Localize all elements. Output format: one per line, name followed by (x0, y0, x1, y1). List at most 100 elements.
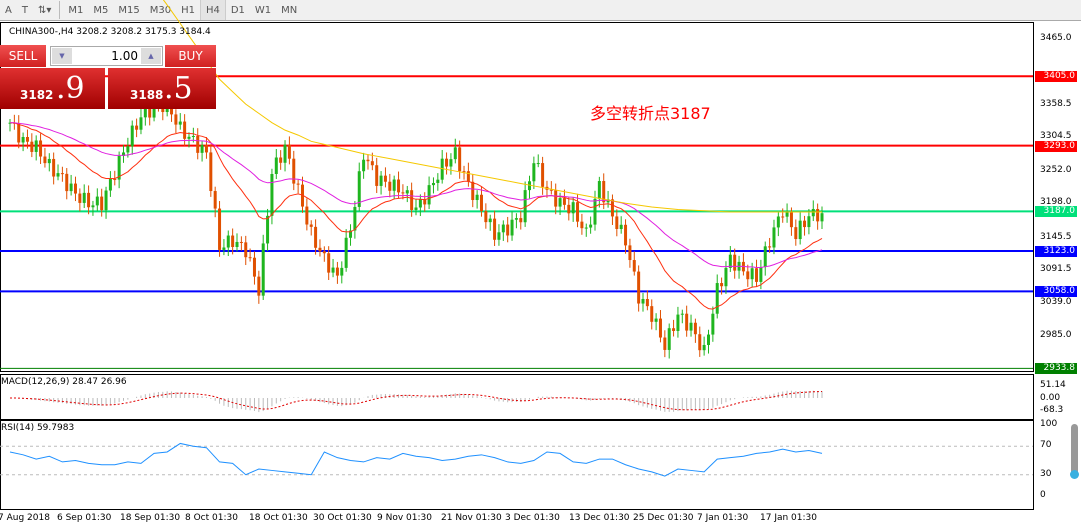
toolbar-item-m30[interactable]: M30 (149, 4, 172, 16)
rsi-panel[interactable] (0, 420, 1034, 510)
sell-button[interactable]: SELL (0, 45, 46, 67)
candle-body (73, 183, 77, 194)
sell-price[interactable]: 3182.9 (0, 68, 105, 109)
objects-menu-icon[interactable]: ⇅▾ (37, 4, 52, 16)
candle-body (414, 207, 418, 210)
candle-body (174, 114, 178, 125)
candle-body (628, 245, 632, 261)
time-tick: 18 Sep 01:30 (120, 513, 181, 523)
candle-body (357, 171, 361, 207)
candle-body (200, 144, 204, 153)
candle-body (191, 136, 195, 138)
candle-body (698, 334, 702, 351)
candle-body (349, 230, 353, 238)
candle-body (816, 208, 820, 222)
candle-body (340, 267, 344, 276)
candle-body (331, 267, 335, 273)
candle-body (353, 206, 357, 231)
price-tick: 3039.0 (1040, 297, 1072, 307)
level-tag: 3293.0 (1035, 140, 1077, 152)
candle-body (458, 147, 462, 172)
candle-body (126, 146, 130, 153)
candle-body (658, 318, 662, 338)
buy-price-pips: .5 (164, 71, 193, 106)
time-tick: 18 Oct 01:30 (249, 513, 308, 523)
candle-body (283, 144, 287, 163)
candle-body (65, 173, 69, 192)
time-tick: 7 Jan 01:30 (697, 513, 749, 523)
rsi-tick: 30 (1040, 468, 1052, 479)
toolbar-item-mn[interactable]: MN (281, 4, 298, 16)
candle-body (528, 181, 532, 191)
candle-body (248, 257, 252, 259)
candle-body (593, 198, 597, 225)
time-tick: 7 Aug 2018 (0, 513, 50, 523)
candle-body (122, 152, 126, 156)
candle-body (47, 158, 51, 164)
sell-price-pips: .9 (56, 71, 85, 106)
candle-body (218, 208, 222, 250)
candle-body (453, 147, 457, 160)
candle-body (558, 198, 562, 207)
candle-body (410, 190, 414, 210)
candle-body (576, 202, 580, 222)
buy-price[interactable]: 3188.5 (108, 68, 216, 109)
candle-body (501, 224, 505, 233)
candle-body (25, 136, 29, 142)
candle-body (466, 171, 470, 182)
toolbar-item-d1[interactable]: D1 (230, 4, 245, 16)
candle-body (383, 175, 387, 182)
lot-up-icon[interactable]: ▲ (141, 48, 161, 64)
ma-slow-line (166, 4, 822, 213)
candle-body (493, 218, 497, 240)
price-tick: 3145.5 (1040, 232, 1072, 242)
candle-body (418, 199, 422, 208)
candle-body (95, 196, 99, 206)
annotation-text: 多空转折点3187 (590, 104, 711, 123)
price-tick: 2985.0 (1040, 330, 1072, 340)
scrollbar-thumb[interactable] (1070, 424, 1079, 479)
candle-body (279, 157, 283, 163)
candle-body (680, 313, 684, 315)
candle-body (34, 140, 38, 152)
toolbar-item-t[interactable]: T (21, 4, 28, 16)
buy-button[interactable]: BUY (165, 45, 216, 67)
rsi-tick: 100 (1040, 419, 1058, 429)
rsi-label: RSI(14) 59.7983 (1, 423, 75, 433)
candle-body (117, 155, 121, 180)
candle-body (807, 216, 811, 228)
candle-body (309, 224, 313, 227)
candle-body (287, 144, 291, 159)
candle-body (750, 268, 754, 280)
macd-label: MACD(12,26,9) 28.47 26.96 (1, 377, 127, 387)
candle-body (484, 211, 488, 223)
toolbar-item-h4[interactable]: H4 (199, 0, 226, 20)
candle-body (178, 121, 182, 125)
toolbar-item-m1[interactable]: M1 (68, 4, 84, 16)
candle-body (776, 216, 780, 228)
toolbar-item-a[interactable]: A (5, 4, 12, 16)
candle-body (445, 158, 449, 167)
candle-body (571, 202, 575, 214)
toolbar-item-h1[interactable]: H1 (181, 4, 195, 16)
candle-body (143, 107, 147, 118)
rsi-line (9, 442, 823, 477)
buy-price-main: 3188 (130, 88, 164, 102)
macd-signal-line (9, 391, 823, 411)
candle-body (676, 314, 680, 331)
lot-input[interactable]: ▼ 1.00 ▲ (50, 46, 163, 66)
candle-body (375, 165, 379, 186)
candle-body (370, 161, 374, 166)
toolbar-item-w1[interactable]: W1 (254, 4, 272, 16)
candle-body (431, 182, 435, 186)
candle-body (318, 247, 322, 252)
toolbar: A T ⇅▾ M1 M5 M15 M30 H1 H4 D1 W1 MN (0, 0, 1081, 21)
candle-body (60, 173, 64, 175)
lot-down-icon[interactable]: ▼ (52, 48, 72, 64)
toolbar-item-m15[interactable]: M15 (118, 4, 140, 16)
macd-tick: -68.3 (1040, 405, 1064, 415)
toolbar-item-m5[interactable]: M5 (93, 4, 109, 16)
level-tag: 2933.8 (1035, 363, 1077, 375)
macd-panel[interactable] (0, 374, 1034, 420)
price-tick: 3358.5 (1040, 99, 1072, 109)
